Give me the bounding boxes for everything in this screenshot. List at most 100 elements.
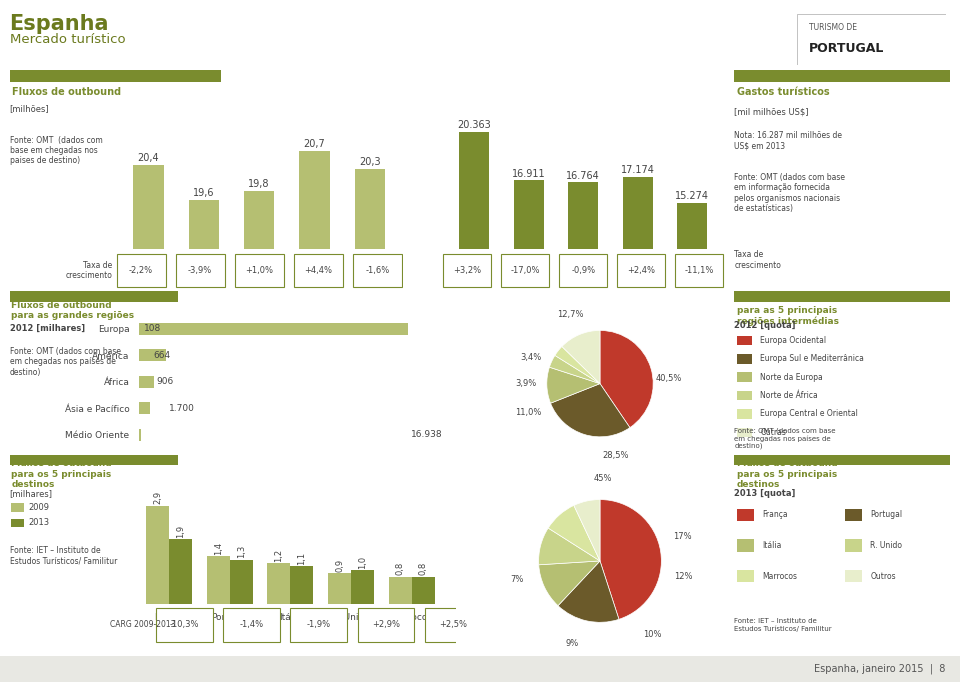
Bar xyxy=(133,164,163,682)
Wedge shape xyxy=(600,499,661,619)
Text: França: França xyxy=(762,510,788,520)
Text: -11,1%: -11,1% xyxy=(684,266,714,275)
Bar xyxy=(734,291,950,301)
Text: Fluxos de outbound
para as grandes regiões: Fluxos de outbound para as grandes regiõ… xyxy=(12,301,134,321)
Text: TURISMO DE: TURISMO DE xyxy=(808,23,856,33)
Text: 16.938: 16.938 xyxy=(411,430,443,439)
Wedge shape xyxy=(539,561,600,606)
FancyBboxPatch shape xyxy=(357,608,414,642)
Bar xyxy=(10,455,178,465)
Text: -17,0%: -17,0% xyxy=(511,266,540,275)
Text: Fonte: IET – Instituto de
Estudos Turísticos/ Familitur: Fonte: IET – Instituto de Estudos Turíst… xyxy=(10,546,117,565)
Text: [mil milhões US$]: [mil milhões US$] xyxy=(734,108,809,117)
Bar xyxy=(514,180,543,417)
Text: -2,2%: -2,2% xyxy=(129,266,154,275)
Bar xyxy=(389,576,412,604)
Bar xyxy=(10,291,178,301)
Text: Portugal: Portugal xyxy=(871,510,902,520)
Text: 2012 [milhares]: 2012 [milhares] xyxy=(10,324,84,333)
Text: Marrocos: Marrocos xyxy=(762,572,798,581)
Text: Fluxos de outbound
para os 5 principais
destinos: Fluxos de outbound para os 5 principais … xyxy=(12,460,112,489)
Text: Fluxos de outbound: Fluxos de outbound xyxy=(12,87,121,97)
Bar xyxy=(623,177,653,417)
Text: 2013: 2013 xyxy=(29,518,50,527)
Wedge shape xyxy=(547,367,600,403)
Wedge shape xyxy=(550,383,630,436)
FancyBboxPatch shape xyxy=(234,254,283,286)
Bar xyxy=(677,203,708,417)
Bar xyxy=(10,70,221,82)
FancyBboxPatch shape xyxy=(443,254,492,286)
Text: 20,4: 20,4 xyxy=(137,153,159,163)
Text: Fonte: OMT (dados com base
em informação fornecida
pelos organismos nacionais
de: Fonte: OMT (dados com base em informação… xyxy=(734,173,846,213)
Bar xyxy=(139,349,166,361)
Text: 906: 906 xyxy=(156,377,174,387)
Text: Itália: Itália xyxy=(762,541,781,550)
Text: 2013 [quota]: 2013 [quota] xyxy=(734,489,796,498)
Bar xyxy=(244,191,275,682)
Text: 16.911: 16.911 xyxy=(512,168,545,179)
Text: 45%: 45% xyxy=(594,473,612,483)
Text: -3,9%: -3,9% xyxy=(188,266,212,275)
Bar xyxy=(736,428,752,437)
Wedge shape xyxy=(574,499,600,561)
Text: 1,2: 1,2 xyxy=(275,548,283,562)
Bar xyxy=(139,429,141,441)
Text: 16.764: 16.764 xyxy=(566,170,600,181)
Wedge shape xyxy=(555,346,600,383)
Text: Gastos turísticos: Gastos turísticos xyxy=(736,87,829,97)
Text: 2,9: 2,9 xyxy=(153,491,162,505)
Bar xyxy=(11,503,24,512)
Text: Fluxos de outbound
para os 5 principais
destinos: Fluxos de outbound para os 5 principais … xyxy=(736,460,837,489)
Bar xyxy=(328,573,351,604)
Bar xyxy=(845,509,862,521)
Text: 0,9: 0,9 xyxy=(335,559,344,572)
Text: 12,7%: 12,7% xyxy=(558,310,584,319)
Text: 28,5%: 28,5% xyxy=(603,451,629,460)
Text: Fonte: IET – Instituto de
Estudos Turísticos/ Familitur: Fonte: IET – Instituto de Estudos Turíst… xyxy=(734,618,832,632)
FancyBboxPatch shape xyxy=(224,608,280,642)
Bar xyxy=(291,567,314,604)
Text: +2,9%: +2,9% xyxy=(372,620,400,629)
Bar xyxy=(736,409,752,419)
Bar xyxy=(139,376,154,388)
Bar xyxy=(736,570,754,582)
FancyBboxPatch shape xyxy=(156,608,213,642)
Text: Mercado turístico: Mercado turístico xyxy=(10,33,125,46)
Text: Fonte: OMT (dados com base
em chegadas nos países de
destino): Fonte: OMT (dados com base em chegadas n… xyxy=(734,428,836,449)
Bar xyxy=(351,570,374,604)
Text: 20.363: 20.363 xyxy=(457,121,492,130)
FancyBboxPatch shape xyxy=(675,254,724,286)
Text: +2,4%: +2,4% xyxy=(627,266,656,275)
Wedge shape xyxy=(549,355,600,383)
Text: Fluxos de outbound
para as 5 principais
regiões intermédias: Fluxos de outbound para as 5 principais … xyxy=(736,295,839,326)
Bar xyxy=(734,70,950,82)
Text: 1,1: 1,1 xyxy=(298,552,306,565)
Bar xyxy=(736,391,752,400)
Text: 1,9: 1,9 xyxy=(176,525,185,538)
FancyBboxPatch shape xyxy=(424,608,481,642)
Text: PORTUGAL: PORTUGAL xyxy=(808,42,884,55)
Text: Espanha: Espanha xyxy=(10,14,109,35)
Text: Outros: Outros xyxy=(871,572,896,581)
Text: Espanha, janeiro 2015  |  8: Espanha, janeiro 2015 | 8 xyxy=(814,664,946,674)
Text: [milhões]: [milhões] xyxy=(10,104,49,113)
Text: 108: 108 xyxy=(144,325,161,333)
Text: Europa Central e Oriental: Europa Central e Oriental xyxy=(760,409,858,419)
Text: 3,4%: 3,4% xyxy=(520,353,541,361)
Text: 664: 664 xyxy=(153,351,170,360)
Text: [milhares]: [milhares] xyxy=(10,489,53,498)
Bar xyxy=(139,402,150,415)
FancyBboxPatch shape xyxy=(501,254,549,286)
Bar xyxy=(300,151,330,682)
Text: -1,4%: -1,4% xyxy=(240,620,264,629)
Wedge shape xyxy=(600,330,653,428)
Text: 12%: 12% xyxy=(674,572,692,581)
Bar xyxy=(169,539,192,604)
Wedge shape xyxy=(562,330,600,383)
Text: Europa Ocidental: Europa Ocidental xyxy=(760,336,827,345)
Text: Taxa de
crescimento: Taxa de crescimento xyxy=(734,250,781,270)
Bar xyxy=(267,563,290,604)
Text: Fonte: OMT (dados com base
em chegadas nos países de
destino): Fonte: OMT (dados com base em chegadas n… xyxy=(10,346,121,376)
Text: 19,8: 19,8 xyxy=(249,179,270,190)
